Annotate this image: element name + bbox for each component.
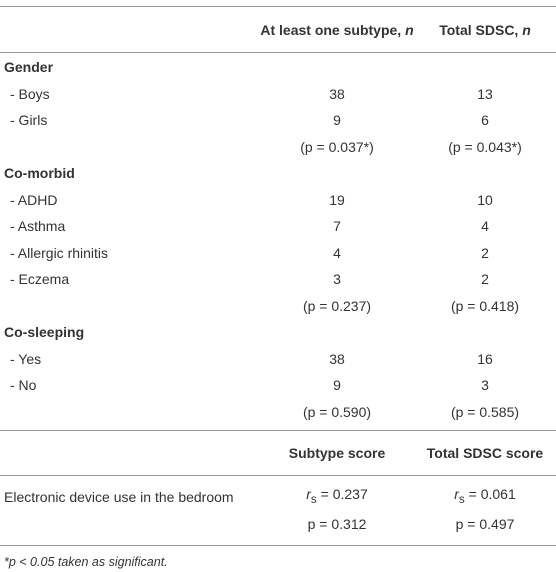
correlation-coefficient: rs = 0.237 [306,485,368,509]
value: = 0.237 [320,486,368,503]
count: 7 [333,218,341,234]
count: 6 [481,112,489,128]
subscript: s [310,492,317,506]
header-text: Total SDSC, [439,22,519,38]
symbol: r [306,486,311,503]
rule [0,545,556,546]
rule [0,52,556,53]
p-value: (p = 0.590) [302,403,372,420]
row-label: - ADHD [10,191,58,208]
count: 9 [333,112,341,128]
p-value: (p = 0.237) [302,297,372,314]
count: 3 [481,377,489,393]
column-header: Subtype score [288,445,386,461]
count: 9 [333,377,341,393]
row-label: - Allergic rhinitis [10,244,109,261]
count: 2 [481,244,489,261]
p-value: (p = 0.037*) [300,138,374,155]
row-label: - No [10,377,37,393]
count: 10 [477,191,493,208]
column-header: Total SDSC, n [439,21,531,39]
count: 2 [481,271,489,287]
count: 38 [329,85,345,102]
count: 4 [481,218,489,234]
header-variable: n [522,22,531,38]
p-value: (p = 0.043*) [448,138,522,155]
rule [0,430,556,431]
p-value: (p = 0.585) [450,403,520,420]
rule [0,475,556,476]
count: 3 [333,271,341,287]
p-value: (p = 0.418) [450,297,520,314]
count: 16 [477,350,493,367]
section-title: Co-morbid [4,165,75,181]
footnote: *p < 0.05 taken as significant. [4,555,168,569]
row-label: - Girls [10,112,48,128]
count: 13 [477,85,493,102]
rule [0,6,556,7]
count: 4 [333,244,341,261]
header-variable: n [405,22,414,38]
row-label: - Boys [10,85,50,102]
row-label: - Eczema [10,271,70,287]
column-header: Total SDSC score [426,445,544,461]
symbol: r [454,486,459,503]
p-value: p = 0.312 [307,516,367,532]
count: 38 [329,350,345,367]
column-header: At least one subtype, n [260,21,413,39]
header-text: At least one subtype, [260,22,402,38]
row-label: - Asthma [10,218,66,234]
count: 19 [329,191,345,208]
section-title: Gender [4,59,54,75]
row-label: - Yes [10,350,42,367]
section-title: Co-sleeping [4,324,85,340]
row-label: Electronic device use in the bedroom [4,489,234,505]
value: = 0.061 [468,486,516,503]
p-value: p = 0.497 [455,516,515,532]
correlation-coefficient: rs = 0.061 [454,485,516,509]
subscript: s [458,492,465,506]
